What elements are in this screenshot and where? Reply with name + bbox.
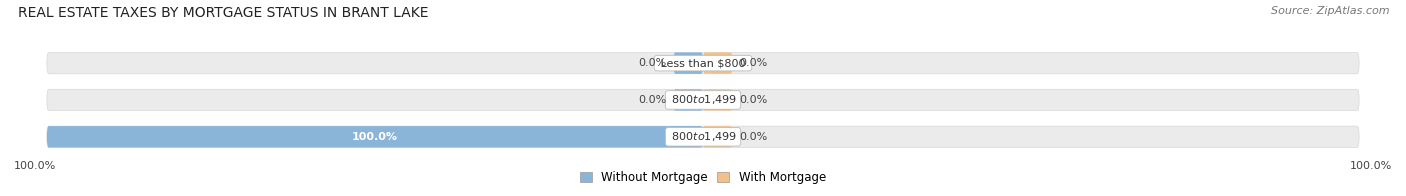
Text: $800 to $1,499: $800 to $1,499: [668, 130, 738, 143]
Text: REAL ESTATE TAXES BY MORTGAGE STATUS IN BRANT LAKE: REAL ESTATE TAXES BY MORTGAGE STATUS IN …: [18, 6, 429, 20]
Text: 0.0%: 0.0%: [638, 58, 666, 68]
FancyBboxPatch shape: [46, 89, 1360, 111]
Text: 100.0%: 100.0%: [352, 132, 398, 142]
FancyBboxPatch shape: [46, 53, 1360, 74]
Legend: Without Mortgage, With Mortgage: Without Mortgage, With Mortgage: [575, 166, 831, 189]
FancyBboxPatch shape: [703, 89, 733, 111]
Text: 0.0%: 0.0%: [740, 58, 768, 68]
FancyBboxPatch shape: [46, 126, 703, 147]
FancyBboxPatch shape: [673, 53, 703, 74]
Text: $800 to $1,499: $800 to $1,499: [668, 93, 738, 106]
Text: 0.0%: 0.0%: [638, 95, 666, 105]
FancyBboxPatch shape: [703, 126, 733, 147]
Text: 100.0%: 100.0%: [1350, 161, 1392, 171]
Text: 0.0%: 0.0%: [740, 132, 768, 142]
FancyBboxPatch shape: [46, 126, 1360, 147]
FancyBboxPatch shape: [673, 89, 703, 111]
Text: 100.0%: 100.0%: [14, 161, 56, 171]
Text: 0.0%: 0.0%: [740, 95, 768, 105]
Text: Source: ZipAtlas.com: Source: ZipAtlas.com: [1271, 6, 1389, 16]
Text: Less than $800: Less than $800: [657, 58, 749, 68]
FancyBboxPatch shape: [703, 53, 733, 74]
